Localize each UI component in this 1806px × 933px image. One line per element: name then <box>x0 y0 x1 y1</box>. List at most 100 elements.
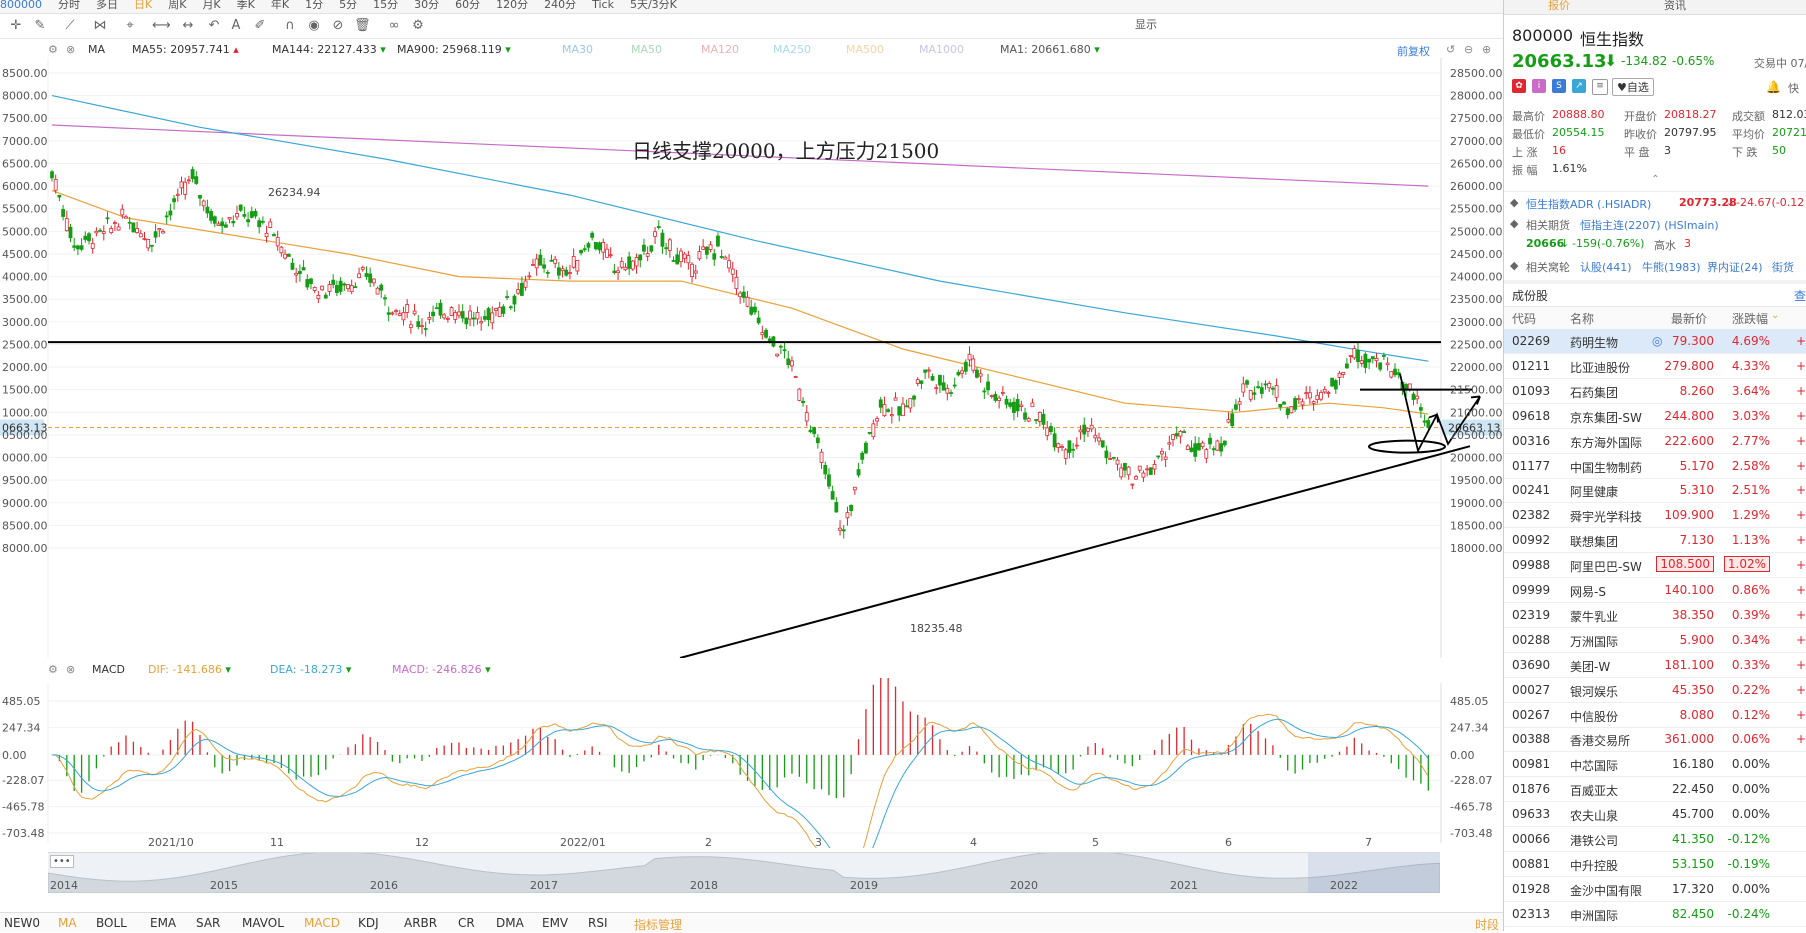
period-tab[interactable]: 240分 <box>544 0 577 11</box>
constituent-row[interactable]: 00288 万洲国际 5.900 0.34% + <box>1504 628 1806 653</box>
period-tab[interactable]: 60分 <box>455 0 481 11</box>
overview-selection[interactable] <box>1308 853 1440 893</box>
constituent-row[interactable]: 09988 阿里巴巴-SW 108.500 1.02% +1 <box>1504 553 1806 579</box>
indicator-tab[interactable]: MA <box>58 916 77 930</box>
indicator-tab[interactable]: NEW0 <box>4 916 41 930</box>
constituent-row[interactable]: 01876 百威亚太 22.450 0.00% <box>1504 777 1806 803</box>
period-button[interactable]: 时段 <box>1474 918 1499 932</box>
text-tool-icon[interactable]: A <box>231 18 241 33</box>
period-tab[interactable]: 周K <box>168 0 187 11</box>
constituent-row[interactable]: 01177 中国生物制药 5.170 2.58% + <box>1504 454 1806 479</box>
futures-link[interactable]: 恒指主连(2207) (HSImain) <box>1580 219 1719 232</box>
period-tab[interactable]: 800000 <box>0 0 42 11</box>
bell-icon[interactable]: 🔔 <box>1766 80 1781 94</box>
note-icon[interactable]: ≡ <box>1592 79 1608 95</box>
display-menu[interactable]: 显示 <box>1135 18 1157 31</box>
indicator-tab[interactable]: EMV <box>542 916 569 930</box>
pattern-tool-icon[interactable]: ⌖ <box>126 18 134 33</box>
macd-close-icon[interactable]: ⊗ <box>66 663 76 676</box>
zoom-in-icon[interactable]: ⊕ <box>1482 43 1492 56</box>
constituent-row[interactable]: 00981 中芯国际 16.180 0.00% <box>1504 752 1806 778</box>
info-icon[interactable]: i <box>1532 79 1546 93</box>
macd-settings-icon[interactable]: ⚙ <box>48 663 58 676</box>
ma1000-label[interactable]: MA1000 <box>919 43 965 56</box>
ma-close-icon[interactable]: ⊗ <box>66 43 76 56</box>
indicator-tab[interactable]: ARBR <box>404 916 438 930</box>
ma500-label[interactable]: MA500 <box>846 43 885 56</box>
support-ellipse[interactable] <box>1368 439 1446 454</box>
overview-handle-icon[interactable]: ••• <box>50 855 74 868</box>
ma250-label[interactable]: MA250 <box>773 43 812 56</box>
collapse-chevron-icon[interactable]: ⌃ <box>1651 174 1660 185</box>
period-tab[interactable]: 120分 <box>496 0 529 11</box>
candlestick-chart[interactable]: 0663.13 20663.13 8500.00 28500.00 8000.00 28… <box>0 58 1503 658</box>
period-tab[interactable]: 1分 <box>305 0 324 11</box>
sort-desc-icon[interactable]: ⌄ <box>1771 310 1780 321</box>
ma50-label[interactable]: MA50 <box>631 43 663 56</box>
col-name-header[interactable]: 名称 <box>1570 312 1595 326</box>
pen-tool-icon[interactable]: ✎ <box>34 18 46 33</box>
period-tab[interactable]: 月K <box>202 0 221 11</box>
link-badge-icon[interactable]: S <box>1552 79 1566 93</box>
indicator-tab[interactable]: SAR <box>196 916 221 930</box>
ma30-label[interactable]: MA30 <box>562 43 594 56</box>
period-tab[interactable]: 30分 <box>414 0 440 11</box>
adr-link[interactable]: 恒生指数ADR (.HSIADR) <box>1526 198 1652 211</box>
tab-news[interactable]: 资讯 <box>1664 0 1686 12</box>
constituent-row[interactable]: 09618 京东集团-SW 244.800 3.03% +1 <box>1504 404 1806 429</box>
constituent-row[interactable]: 03690 美团-W 181.100 0.33% + <box>1504 653 1806 678</box>
ma120-label[interactable]: MA120 <box>701 43 740 56</box>
constituent-row[interactable]: 00992 联想集团 7.130 1.13% + <box>1504 528 1806 554</box>
period-tab[interactable]: 15分 <box>373 0 399 11</box>
period-tab[interactable]: 多日 <box>96 0 118 11</box>
indicator-tab[interactable]: 指标管理 <box>634 918 683 932</box>
macd-chart[interactable]: 485.05 485.05 247.34 247.34 0.00 0.00 -228.07 -… <box>0 678 1503 848</box>
period-tab[interactable]: 年K <box>270 0 290 11</box>
period-tab[interactable]: 分时 <box>58 0 80 11</box>
warrant-inline-link[interactable]: 界内证(24) <box>1707 261 1763 274</box>
constituent-row[interactable]: 01093 石药集团 8.260 3.64% + <box>1504 379 1806 404</box>
period-tab[interactable]: 5分 <box>339 0 358 11</box>
tab-quote[interactable]: 报价 <box>1548 0 1570 12</box>
hide-icon[interactable]: ⊘ <box>332 18 344 33</box>
trash-icon[interactable]: 🗑 <box>354 18 371 33</box>
ma-settings-icon[interactable]: ⚙ <box>48 43 58 56</box>
constituent-row[interactable]: 02269 药明生物 ◎ 79.300 4.69% +2 <box>1504 329 1806 354</box>
fuquan-toggle[interactable]: 前复权 <box>1397 45 1430 58</box>
eye-icon[interactable]: ◉ <box>308 18 320 33</box>
indicator-tab[interactable]: BOLL <box>96 916 127 930</box>
brush-icon[interactable]: ✐ <box>254 18 266 33</box>
channel-tool-icon[interactable]: ⟷ <box>152 18 171 33</box>
constituent-row[interactable]: 09633 农夫山泉 45.700 0.00% <box>1504 802 1806 828</box>
col-pct-header[interactable]: 涨跌幅 <box>1732 312 1769 326</box>
period-tab[interactable]: 5天/3分K <box>629 0 677 11</box>
settings-icon[interactable]: ⚙ <box>412 18 424 33</box>
reset-icon[interactable]: ↺ <box>1446 43 1456 56</box>
constituent-row[interactable]: 01211 比亚迪股份 279.800 4.33% +1 <box>1504 354 1806 379</box>
constituent-row[interactable]: 00027 银河娱乐 45.350 0.22% + <box>1504 678 1806 703</box>
fib-tool-icon[interactable]: ⋈ <box>93 18 107 33</box>
col-code-header[interactable]: 代码 <box>1512 312 1537 326</box>
support-trendline[interactable] <box>679 445 1471 658</box>
add-watchlist-button[interactable]: ♥自选 <box>1612 78 1654 96</box>
indicator-tab[interactable]: MAVOL <box>242 916 284 930</box>
constituent-row[interactable]: 09999 网易-S 140.100 0.86% + <box>1504 578 1806 603</box>
magnet-icon[interactable]: ∩ <box>285 18 295 33</box>
constituent-row[interactable]: 01928 金沙中国有限 17.320 0.00% <box>1504 877 1806 902</box>
share-icon[interactable]: ↗ <box>1572 79 1586 93</box>
measure-tool-icon[interactable]: ↔ <box>182 18 194 33</box>
period-tab[interactable]: 日K <box>134 0 153 11</box>
warrant-cbbc-link[interactable]: 牛熊(1983) <box>1642 261 1701 274</box>
constituents-more-link[interactable]: 查 <box>1794 289 1806 303</box>
constituent-row[interactable]: 00316 东方海外国际 222.600 2.77% + <box>1504 429 1806 454</box>
range-navigator[interactable]: ••• 2014 2015 2016 2017 2018 2019 2020 2021 2022 <box>48 852 1440 893</box>
indicator-tab[interactable]: MACD <box>304 916 340 930</box>
constituent-row[interactable]: 02313 申洲国际 82.450 -0.24% <box>1504 902 1806 927</box>
indicator-tab[interactable]: EMA <box>150 916 177 930</box>
indicator-tab[interactable]: CR <box>458 916 475 930</box>
constituent-row[interactable]: 00388 香港交易所 361.000 0.06% + <box>1504 727 1806 753</box>
constituent-row[interactable]: 02319 蒙牛乳业 38.350 0.39% + <box>1504 603 1806 628</box>
indicator-tab[interactable]: RSI <box>588 916 608 930</box>
constituent-row[interactable]: 02382 舜宇光学科技 109.900 1.29% + <box>1504 503 1806 529</box>
undo-icon[interactable]: ↶ <box>208 18 220 33</box>
